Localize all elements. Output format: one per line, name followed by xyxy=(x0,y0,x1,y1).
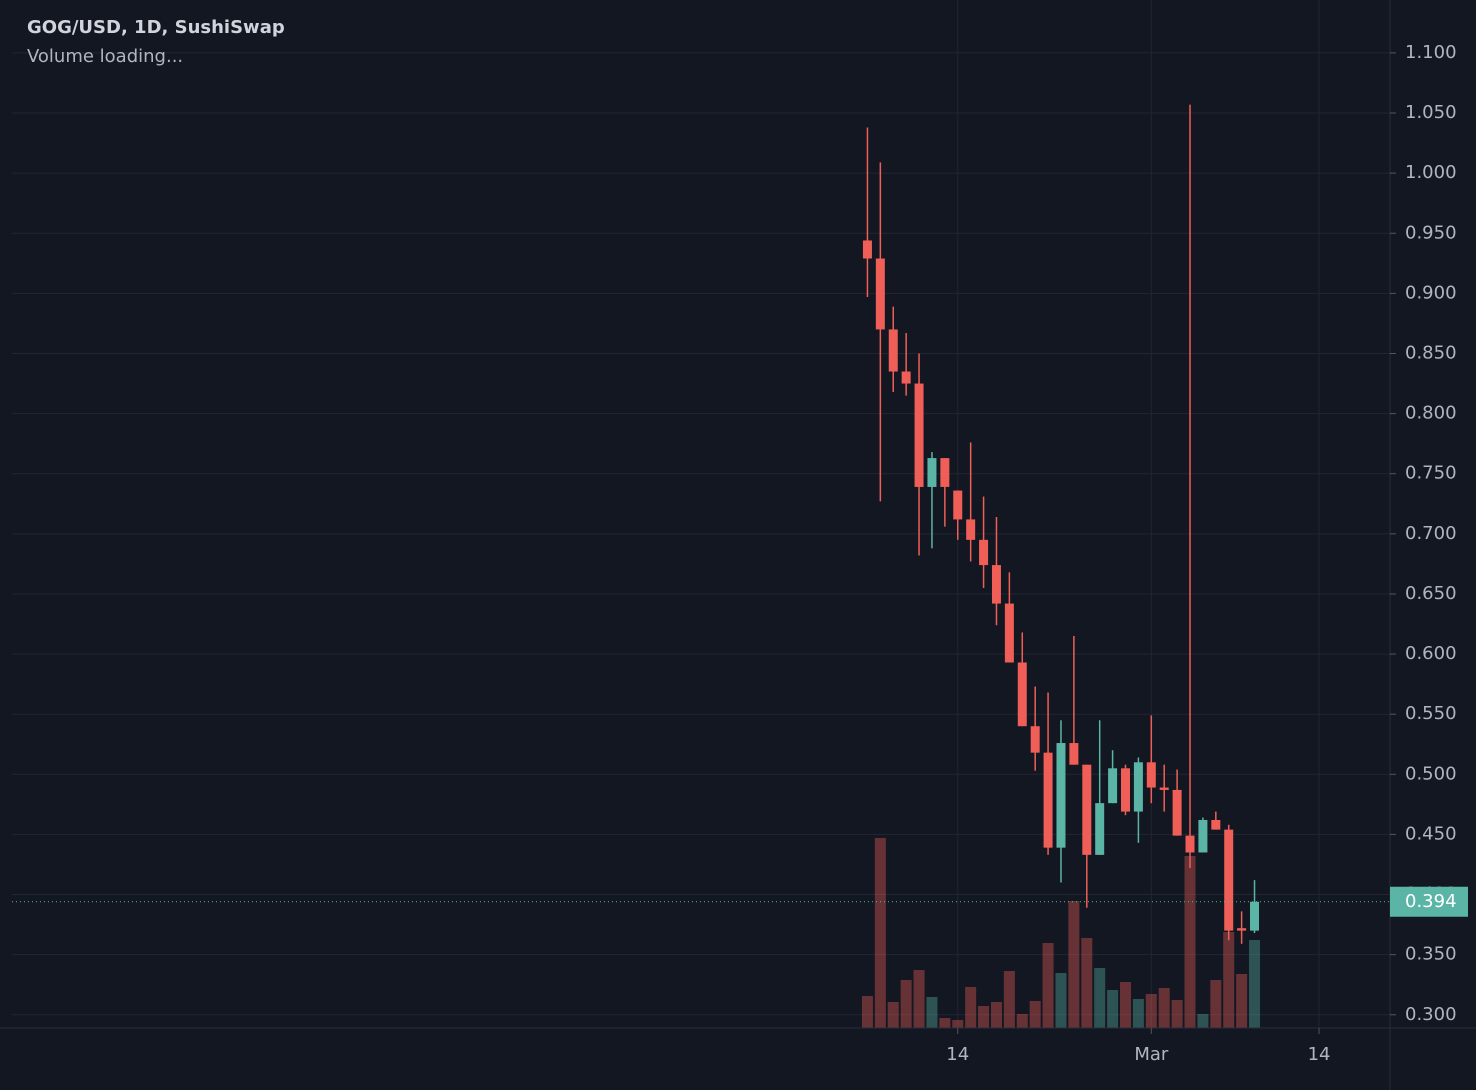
candle-body xyxy=(1146,762,1156,788)
candle-body xyxy=(1069,743,1079,765)
volume-bar xyxy=(1107,990,1119,1028)
volume-bar xyxy=(1249,940,1261,1028)
volume-bar xyxy=(1029,1001,1041,1028)
volume-bar xyxy=(1081,938,1093,1028)
volume-bar xyxy=(978,1006,990,1028)
volume-bar xyxy=(1158,988,1170,1028)
candle-body xyxy=(1159,787,1169,790)
volume-bar xyxy=(1055,973,1067,1028)
volume-bar xyxy=(926,997,938,1028)
y-tick-label: 0.700 xyxy=(1405,523,1457,544)
candle-body xyxy=(1056,743,1066,848)
y-tick-label: 0.450 xyxy=(1405,823,1457,844)
y-tick-label: 1.000 xyxy=(1405,162,1457,183)
volume-bar xyxy=(874,838,886,1028)
y-tick-label: 0.350 xyxy=(1405,944,1457,965)
candle-body xyxy=(875,258,885,330)
candle-body xyxy=(1211,819,1221,830)
volume-bar xyxy=(1119,982,1131,1028)
volume-bar xyxy=(913,970,925,1028)
last-price-label: 0.394 xyxy=(1405,891,1457,912)
candle-body xyxy=(901,371,911,384)
candle-body xyxy=(1224,829,1234,931)
volume-bar xyxy=(1197,1014,1209,1028)
y-tick-label: 0.300 xyxy=(1405,1004,1457,1025)
volume-bar xyxy=(861,996,873,1028)
grid xyxy=(12,0,1390,1028)
volume-bar xyxy=(1094,968,1106,1028)
x-tick-label: 14 xyxy=(1308,1044,1331,1065)
volume-bar xyxy=(990,1002,1002,1028)
candle-body xyxy=(1017,662,1027,727)
candle-body xyxy=(1250,901,1260,931)
chart-title: GOG/USD, 1D, SushiSwap xyxy=(27,17,285,38)
candle-body xyxy=(1198,819,1208,853)
candle-body xyxy=(1043,752,1053,848)
candle-body xyxy=(1004,603,1014,663)
candle-body xyxy=(927,458,937,487)
candle-body xyxy=(953,490,963,520)
candle-body xyxy=(862,240,872,259)
volume-bar xyxy=(1016,1014,1028,1028)
x-tick-label: 14 xyxy=(946,1044,969,1065)
volume-bar xyxy=(1068,901,1080,1028)
y-tick-label: 1.050 xyxy=(1405,102,1457,123)
volume-bar xyxy=(1132,999,1144,1028)
candle-body xyxy=(1095,803,1105,855)
volume-bar xyxy=(1236,974,1248,1028)
volume-bar xyxy=(952,1020,964,1028)
volume-bar xyxy=(1003,971,1015,1028)
y-tick-label: 1.100 xyxy=(1405,42,1457,63)
candle-body xyxy=(888,329,898,372)
candle-body xyxy=(1030,726,1040,753)
candle-body xyxy=(1108,768,1118,804)
candle-body xyxy=(914,383,924,487)
volume-bar xyxy=(1184,856,1196,1028)
subtitle: Volume loading... xyxy=(27,46,183,67)
y-tick-label: 0.750 xyxy=(1405,463,1457,484)
volume-bar xyxy=(1145,994,1157,1028)
volume-bar xyxy=(1171,1000,1183,1028)
candle-body xyxy=(1082,764,1092,855)
volume-bar xyxy=(1223,932,1235,1028)
y-tick-label: 0.500 xyxy=(1405,763,1457,784)
last-price-box xyxy=(1390,886,1468,917)
y-tick-label: 0.550 xyxy=(1405,703,1457,724)
volume-bar xyxy=(1210,980,1222,1028)
candle-body xyxy=(1172,789,1182,836)
candle-body xyxy=(940,458,950,487)
marks xyxy=(12,104,1390,1028)
y-tick-label: 0.600 xyxy=(1405,643,1457,664)
volume-bar xyxy=(887,1002,899,1028)
candle-body xyxy=(991,565,1001,604)
y-tick-label: 0.900 xyxy=(1405,282,1457,303)
y-tick-label: 0.950 xyxy=(1405,222,1457,243)
x-tick-label: Mar xyxy=(1134,1044,1169,1065)
volume-bar xyxy=(1042,943,1054,1028)
candle-body xyxy=(1185,835,1195,853)
candle-body xyxy=(979,539,989,566)
volume-bar xyxy=(900,980,912,1028)
candle-body xyxy=(1133,762,1143,812)
candle-body xyxy=(1237,928,1247,931)
y-tick-label: 0.650 xyxy=(1405,583,1457,604)
candle-body xyxy=(966,519,976,540)
volume-bar xyxy=(965,987,977,1028)
y-tick-label: 0.850 xyxy=(1405,342,1457,363)
y-tick-label: 0.800 xyxy=(1405,403,1457,424)
candle-body xyxy=(1120,768,1130,812)
volume-bar xyxy=(939,1018,951,1028)
